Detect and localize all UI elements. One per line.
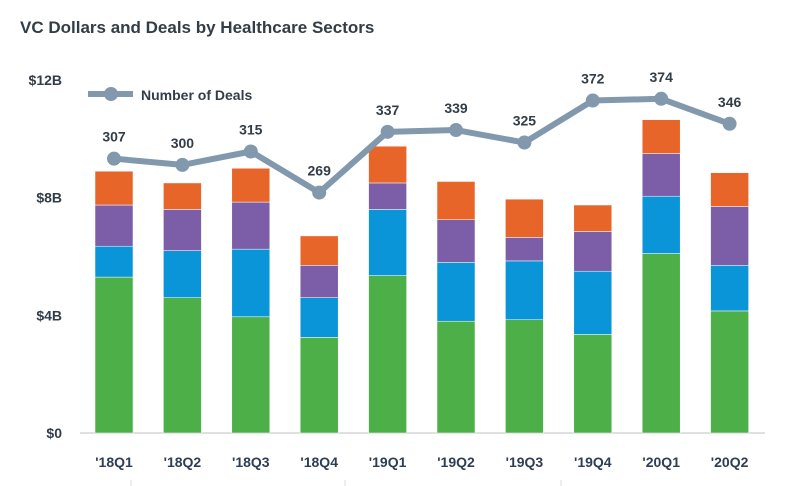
deals-point bbox=[243, 144, 258, 159]
bar-segment bbox=[368, 275, 407, 434]
deals-point bbox=[312, 185, 327, 200]
bar-segment bbox=[573, 334, 613, 434]
deals-point bbox=[449, 123, 463, 138]
legend-label: Number of Deals bbox=[141, 87, 252, 103]
bar-segment bbox=[94, 204, 134, 247]
x-tick-label: '19Q1 bbox=[369, 454, 407, 470]
x-tick-label: '20Q2 bbox=[711, 454, 749, 470]
deals-data-label: 337 bbox=[376, 102, 400, 118]
x-tick-label: '19Q2 bbox=[437, 454, 475, 470]
x-tick-label: '18Q1 bbox=[95, 454, 133, 470]
bar-segment bbox=[299, 337, 339, 434]
bar-segment bbox=[231, 201, 271, 250]
bar-segment bbox=[231, 248, 271, 318]
bar-segment bbox=[299, 235, 339, 266]
y-tick-label: $12B bbox=[29, 72, 62, 88]
chart-title: VC Dollars and Deals by Healthcare Secto… bbox=[20, 18, 374, 37]
x-tick-label: '18Q4 bbox=[300, 454, 338, 470]
bar-segment bbox=[94, 276, 134, 434]
bar-segment bbox=[436, 219, 476, 263]
bar-segment bbox=[436, 262, 476, 322]
bar-segment bbox=[505, 260, 544, 320]
deals-point bbox=[585, 93, 600, 108]
x-tick-label: '19Q3 bbox=[506, 454, 544, 470]
deals-point bbox=[107, 151, 121, 166]
bar-segment bbox=[231, 168, 271, 203]
bar-segment bbox=[641, 253, 681, 434]
bar-segment bbox=[710, 206, 749, 266]
bar-segment bbox=[505, 237, 544, 262]
deals-point bbox=[517, 135, 532, 150]
bar-segment bbox=[641, 153, 681, 197]
bar-segment bbox=[436, 181, 476, 220]
x-tick-label: '19Q4 bbox=[574, 454, 612, 470]
deals-data-label: 339 bbox=[444, 100, 468, 116]
bar-segment bbox=[368, 145, 407, 184]
bar-segment bbox=[299, 265, 339, 298]
x-tick-label: '18Q3 bbox=[232, 454, 270, 470]
bar-segment bbox=[641, 119, 681, 154]
bar-segment bbox=[505, 319, 544, 434]
bar-segment bbox=[163, 209, 202, 251]
x-tick-label: '18Q2 bbox=[164, 454, 202, 470]
bar-segment bbox=[231, 316, 271, 434]
legend-marker bbox=[104, 87, 118, 101]
bar-segment bbox=[163, 182, 202, 210]
bar-segment bbox=[94, 245, 134, 278]
bar-segment bbox=[436, 320, 476, 434]
bar-segment bbox=[710, 265, 749, 312]
x-axis: '18Q1 '18Q2 '18Q3 '18Q4 '19Q1 '19Q2 '19Q3 '19Q4… bbox=[95, 454, 748, 470]
deals-data-label: 372 bbox=[581, 71, 605, 87]
y-tick-label: $4B bbox=[36, 307, 62, 323]
deals-point bbox=[175, 157, 190, 172]
deals-data-label: 300 bbox=[171, 135, 195, 151]
bar-segment bbox=[573, 204, 613, 232]
y-tick-label: $8B bbox=[36, 190, 62, 206]
bar-segment bbox=[299, 297, 339, 338]
legend: Number of Deals bbox=[88, 87, 252, 103]
bar-segment bbox=[710, 310, 749, 434]
deals-point bbox=[380, 124, 395, 139]
bar-segment bbox=[710, 172, 749, 207]
bar-segment bbox=[573, 270, 613, 335]
bar-segment bbox=[163, 297, 202, 434]
bar-segment bbox=[368, 182, 407, 210]
y-tick-label: $0 bbox=[46, 425, 62, 441]
deals-data-label: 325 bbox=[513, 113, 537, 129]
deals-line: 307 300 315 269 337 339 325 372 374 346 bbox=[102, 69, 741, 200]
x-tick-label: '20Q1 bbox=[642, 454, 680, 470]
bar-segment bbox=[368, 209, 407, 276]
bar-segment bbox=[163, 250, 202, 298]
bar-segment bbox=[505, 198, 544, 238]
deals-data-label: 269 bbox=[308, 163, 332, 179]
bars bbox=[94, 119, 749, 434]
y-axis: $0 $4B $8B $12B bbox=[29, 72, 63, 441]
deals-point bbox=[722, 116, 737, 131]
deals-line-path bbox=[113, 95, 731, 196]
deals-point bbox=[654, 91, 669, 106]
deals-data-label: 374 bbox=[650, 69, 674, 85]
bar-segment bbox=[573, 231, 613, 272]
bar-segment bbox=[94, 170, 134, 206]
bar-segment bbox=[641, 195, 681, 254]
deals-data-label: 346 bbox=[718, 94, 742, 110]
deals-data-label: 315 bbox=[239, 121, 263, 137]
deals-data-label: 307 bbox=[102, 129, 126, 145]
